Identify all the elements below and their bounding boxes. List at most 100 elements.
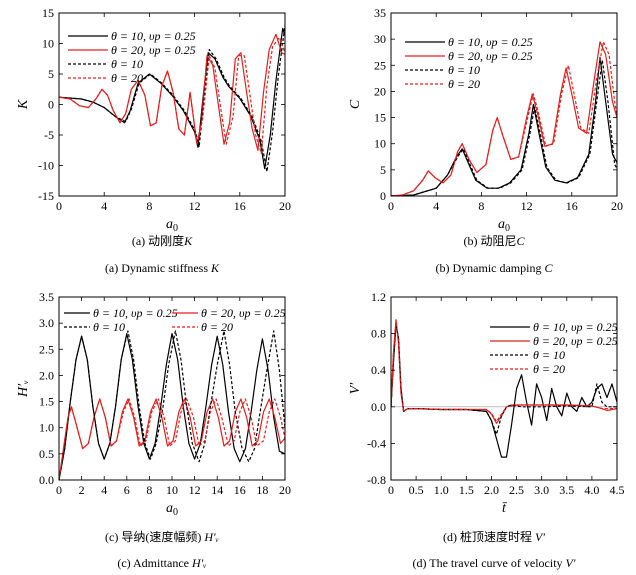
- x-tick-label: 14: [211, 483, 223, 497]
- caption-en: (b) Dynamic damping C: [436, 261, 554, 275]
- y-axis-label: H′ᵥ: [16, 380, 31, 398]
- x-tick-label: 2.0: [484, 483, 499, 497]
- series-group: [391, 319, 617, 458]
- x-tick-label: 0: [56, 199, 62, 213]
- legend-label: θ = 20, υp = 0.25: [448, 49, 533, 63]
- y-tick-label: 30: [374, 32, 386, 46]
- series-group: [59, 330, 285, 480]
- legend-label: θ = 10: [93, 320, 125, 334]
- caption-cn-symbol: H′ᵥ: [203, 530, 219, 544]
- chart-panel-b: 0 4 8 12 16 20 0 5 10 15 20 25 30 35 Ca0 θ = 10, υp = 0…: [348, 6, 623, 275]
- x-tick-label: 12: [189, 483, 201, 497]
- caption-cn-symbol: V′: [535, 530, 545, 544]
- x-tick-label: 20: [611, 199, 623, 213]
- caption-en-symbol: K: [210, 261, 220, 275]
- caption-cn: (d) 桩顶速度时程 V′: [443, 529, 545, 544]
- legend-label: θ = 20: [201, 320, 233, 334]
- x-tick-label: 20: [279, 483, 291, 497]
- series-line-2: [59, 330, 285, 480]
- legend-label: θ = 10: [533, 348, 565, 362]
- x-axis-label: t̄: [502, 501, 508, 516]
- caption-cn: (b) 动阻尼C: [463, 234, 525, 248]
- x-tick-label: 4: [101, 199, 107, 213]
- y-tick-label: 25: [374, 58, 386, 72]
- y-tick-label: 0: [380, 189, 386, 203]
- x-tick-label: 16: [234, 483, 246, 497]
- x-axis-label-sub: 0: [173, 507, 178, 518]
- y-tick-label: -0.8: [367, 473, 386, 487]
- y-tick-label: 0.0: [39, 473, 54, 487]
- y-tick-label: 1.2: [371, 290, 386, 304]
- legend-label: θ = 10, υp = 0.25: [111, 29, 196, 43]
- x-tick-label: 6: [124, 483, 130, 497]
- y-tick-label: 15: [42, 6, 54, 20]
- caption-en-symbol: H′ᵥ: [191, 556, 207, 570]
- x-tick-label: 1.0: [434, 483, 449, 497]
- x-tick-label: 3.0: [534, 483, 549, 497]
- y-tick-label: 0: [48, 98, 54, 112]
- legend-label: θ = 20, υp = 0.25: [533, 334, 618, 348]
- x-tick-label: 16: [566, 199, 578, 213]
- caption-en: (d) The travel curve of velocity V′: [412, 556, 575, 570]
- caption-cn-symbol: K: [183, 234, 193, 248]
- chart-panel-c: 0 2 4 6 8 10 12 14 16 18 20 0.0 0.5 1.0 1.5 2.0 2.5 3.0 3.…: [16, 290, 291, 570]
- series-line-1: [391, 41, 617, 196]
- legend-label: θ = 20: [533, 362, 565, 376]
- plot-frame: [390, 12, 618, 197]
- x-tick-label: 4.5: [610, 483, 625, 497]
- y-tick-label: 3.0: [39, 316, 54, 330]
- legend-label: θ = 20, υp = 0.25: [201, 306, 286, 320]
- x-tick-label: 12: [521, 199, 533, 213]
- x-tick-label: 0: [388, 483, 394, 497]
- plot-frame: [390, 296, 618, 481]
- y-tick-label: 10: [42, 37, 54, 51]
- y-axis-label: V′: [348, 382, 363, 395]
- legend-label: θ = 10, υp = 0.25: [93, 306, 178, 320]
- y-axis-label: K: [16, 99, 31, 110]
- legend-label: θ = 20: [448, 77, 480, 91]
- x-tick-label: 10: [166, 483, 178, 497]
- legend-label: θ = 20, υp = 0.25: [111, 43, 196, 57]
- y-tick-label: -0.4: [367, 436, 386, 450]
- series-line-3: [59, 36, 285, 154]
- series-group: [391, 41, 617, 196]
- y-tick-label: 20: [374, 84, 386, 98]
- series-line-2: [59, 24, 285, 173]
- x-tick-label: 0: [388, 199, 394, 213]
- x-axis-label-sub: 0: [505, 223, 510, 234]
- series-line-3: [391, 41, 617, 196]
- caption-en-symbol: V′: [566, 556, 576, 570]
- x-tick-label: 8: [146, 199, 152, 213]
- y-tick-label: 0.0: [371, 400, 386, 414]
- y-tick-label: -5: [44, 128, 54, 142]
- chart-panel-d: 0 0.5 1.0 1.5 2.0 2.5 3.0 3.5 4.0 4.5 -0.8 -0.4 0.0 0…: [348, 290, 625, 570]
- y-axis-label: C: [348, 99, 363, 109]
- legend-label: θ = 10, υp = 0.25: [448, 35, 533, 49]
- x-tick-label: 12: [189, 199, 201, 213]
- legend-label: θ = 20: [111, 71, 143, 85]
- y-tick-label: 2.0: [39, 368, 54, 382]
- y-tick-label: 10: [374, 137, 386, 151]
- series-group: [59, 24, 285, 173]
- y-tick-label: -10: [38, 159, 54, 173]
- y-tick-label: 0.5: [39, 447, 54, 461]
- legend-label: θ = 10: [111, 57, 143, 71]
- y-tick-label: 0.8: [371, 327, 386, 341]
- series-line-3: [59, 398, 285, 480]
- caption-en: (c) Admittance H′ᵥ: [117, 556, 206, 570]
- y-tick-label: 1.5: [39, 395, 54, 409]
- y-tick-label: 3.5: [39, 290, 54, 304]
- x-tick-label: 2.5: [509, 483, 524, 497]
- x-tick-label: 3.5: [559, 483, 574, 497]
- x-tick-label: 0.5: [409, 483, 424, 497]
- caption-en-symbol: C: [544, 261, 553, 275]
- x-axis-label: a0: [498, 217, 510, 234]
- x-tick-label: 4: [101, 483, 107, 497]
- x-axis-label: a0: [166, 217, 178, 234]
- caption-cn-symbol: C: [516, 234, 525, 248]
- legend-label: θ = 10: [448, 63, 480, 77]
- legend-label: θ = 10, υp = 0.25: [533, 320, 618, 334]
- y-tick-label: 5: [380, 163, 386, 177]
- caption-cn: (a) 动刚度K: [132, 233, 193, 248]
- x-tick-label: 4.0: [584, 483, 599, 497]
